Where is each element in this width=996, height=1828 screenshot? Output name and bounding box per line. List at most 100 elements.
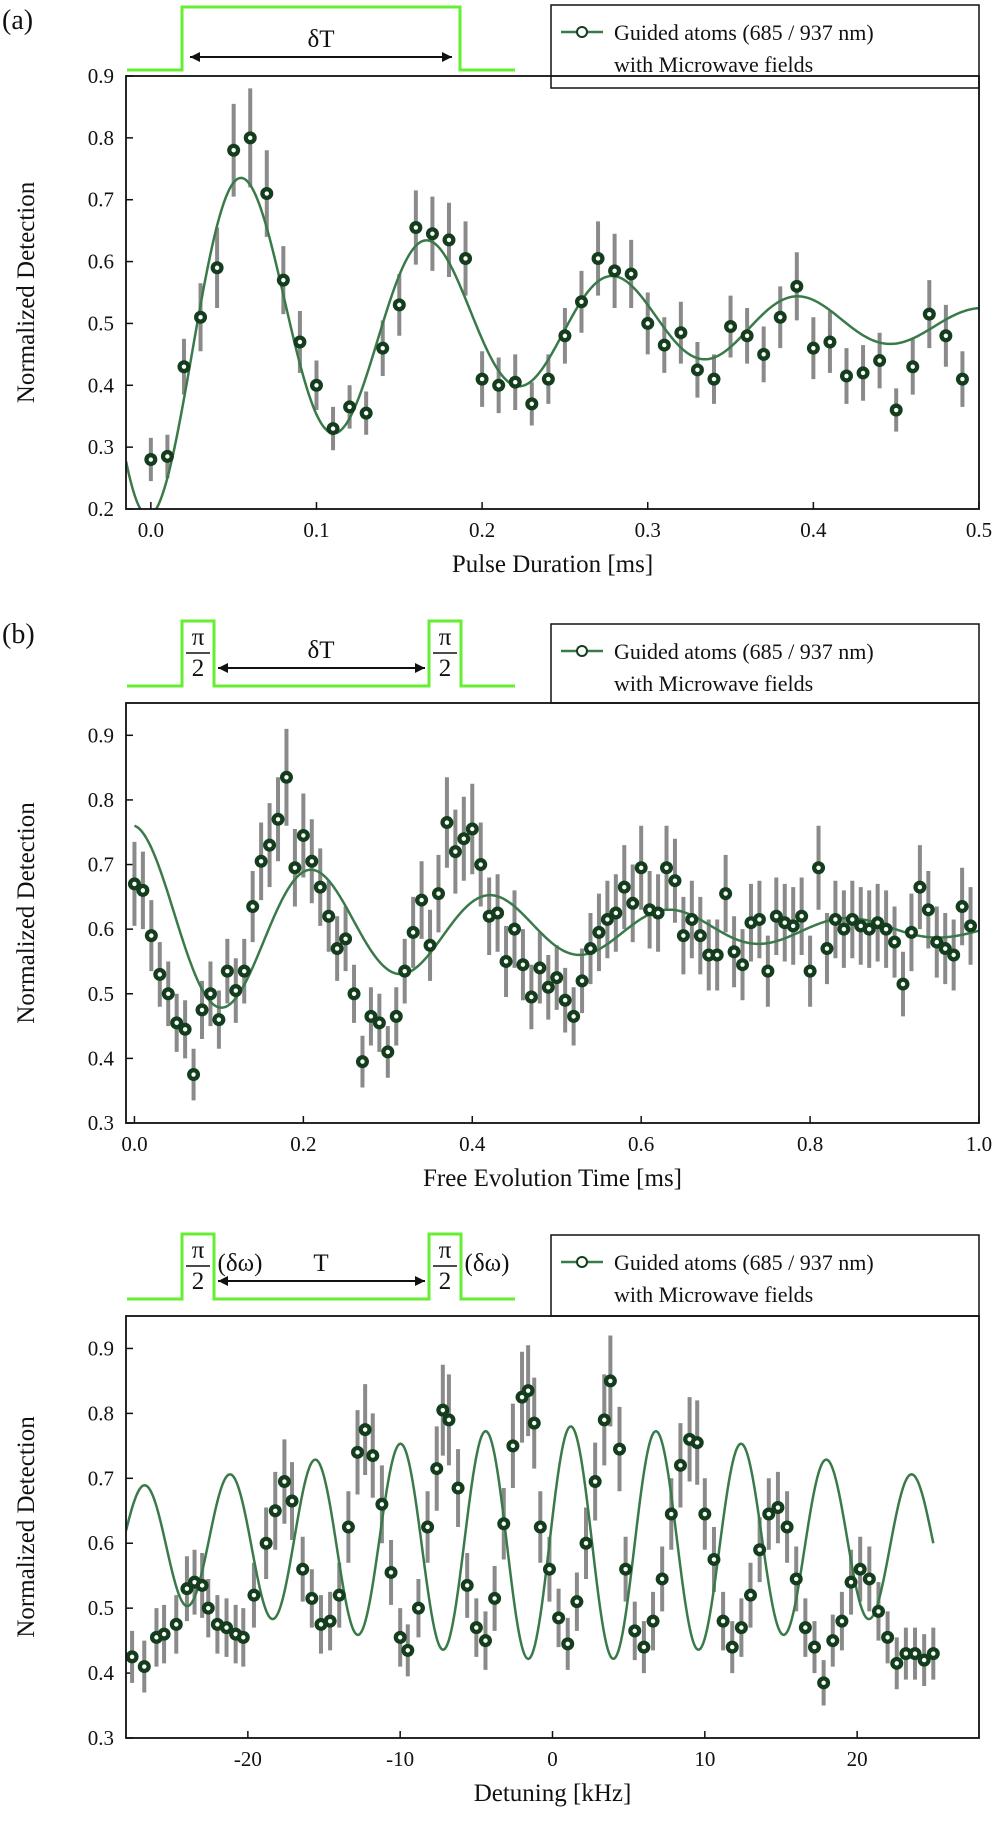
data-point-center: [434, 1466, 439, 1471]
data-point-center: [647, 907, 652, 912]
x-axis-label: Detuning [kHz]: [474, 1780, 632, 1807]
data-point-center: [579, 978, 585, 984]
data-point-center: [258, 859, 264, 864]
data-point-center: [943, 946, 948, 951]
data-point-center: [571, 1014, 576, 1019]
data-point-center: [803, 1625, 808, 1630]
data-point-center: [444, 820, 450, 825]
y-tick-label: 0.4: [88, 1661, 115, 1685]
panel-label: (b): [2, 619, 35, 650]
data-point-center: [774, 914, 779, 919]
data-point-center: [827, 339, 833, 345]
data-point-center: [166, 991, 171, 996]
data-point-center: [492, 1596, 497, 1601]
legend: Guided atoms (685 / 937 nm) with Microwav…: [550, 623, 980, 704]
data-point-center: [556, 1615, 561, 1621]
data-point-center: [532, 1420, 537, 1426]
data-point-center: [761, 352, 766, 357]
pulse-pi-half-left: π2: [186, 624, 210, 682]
data-point-center: [513, 379, 518, 385]
pulse-pi-half-right-numerator: π: [439, 624, 452, 651]
data-point-center: [233, 1631, 238, 1637]
data-point-center: [706, 952, 711, 958]
plot-frame: [125, 702, 980, 1124]
data-point-center: [794, 1576, 799, 1582]
data-point-center: [184, 1586, 190, 1591]
data-point-center: [833, 917, 838, 922]
data-point-center: [174, 1020, 179, 1026]
data-point-center: [678, 330, 684, 335]
data-point-center: [510, 1443, 516, 1449]
data-point-center: [455, 1485, 461, 1491]
data-point-center: [430, 231, 435, 236]
data-point-center: [362, 1427, 368, 1432]
data-point-center: [314, 383, 319, 388]
data-point-center: [292, 865, 298, 870]
data-point-center: [757, 1547, 762, 1552]
data-point-center: [413, 225, 419, 230]
data-point-center: [592, 1479, 598, 1484]
data-point-center: [579, 299, 584, 304]
data-point-center: [883, 926, 889, 932]
data-point-center: [812, 1644, 817, 1650]
data-point-center: [623, 1567, 628, 1572]
x-axis-label: Pulse Duration [ms]: [452, 551, 653, 578]
y-axis-label: Normalized Detection: [13, 802, 40, 1024]
data-point-center: [214, 265, 220, 270]
data-point-center: [875, 920, 880, 925]
data-point-center: [309, 859, 315, 864]
pulse-arrowhead-left: [218, 1276, 228, 1286]
data-point-center: [368, 1014, 374, 1019]
legend-box: [550, 623, 980, 704]
data-point-center: [496, 383, 501, 388]
plot-area: [126, 1335, 940, 1706]
data-point-center: [343, 936, 348, 942]
data-point-center: [275, 817, 281, 822]
x-tick-label: 0.3: [635, 518, 661, 542]
legend-label-line1: Guided atoms (685 / 937 nm): [614, 639, 874, 664]
y-tick-label: 0.7: [88, 188, 114, 212]
data-point-center: [231, 148, 236, 153]
data-point-center: [892, 939, 897, 945]
pulse-label: δT: [307, 26, 334, 53]
y-tick-label: 0.9: [88, 723, 114, 747]
data-point-center: [714, 952, 720, 958]
x-tick-label: 0.4: [800, 518, 827, 542]
data-point-center: [720, 1618, 726, 1624]
data-point-center: [612, 268, 617, 274]
x-tick-label: 0.8: [797, 1132, 823, 1156]
data-point-center: [830, 1638, 835, 1643]
pulse-arrowhead-right: [415, 663, 425, 673]
data-point-center: [281, 277, 286, 283]
pulse-pi-half-right-denominator: 2: [439, 655, 452, 682]
data-point-center: [744, 333, 750, 338]
data-point-center: [943, 333, 949, 338]
data-point-center: [554, 975, 559, 980]
data-point-center: [363, 410, 369, 416]
data-point-center: [903, 1651, 909, 1656]
data-point-center: [385, 1049, 391, 1055]
pulse-pi-half-left-numerator: π: [192, 624, 205, 651]
pulse-pi-half-right: π2: [433, 1237, 457, 1295]
data-point-center: [628, 271, 634, 277]
data-point-center: [909, 930, 914, 935]
data-point-center: [664, 865, 669, 870]
data-point-center: [300, 1567, 305, 1572]
data-point-center: [419, 897, 424, 903]
pulse-pi-half-right-denominator: 2: [439, 1268, 452, 1295]
data-point-center: [148, 457, 154, 462]
data-point-center: [689, 917, 695, 922]
y-tick-label: 0.9: [88, 1336, 114, 1360]
data-point-center: [297, 339, 303, 345]
data-point-center: [824, 946, 830, 951]
data-point-center: [702, 1511, 708, 1517]
y-tick-label: 0.6: [88, 1531, 114, 1555]
data-point-center: [446, 1417, 452, 1423]
data-point-center: [388, 1570, 394, 1575]
data-point-center: [416, 1605, 421, 1611]
y-axis-label: Normalized Detection: [13, 1416, 40, 1638]
data-point-center: [129, 1654, 135, 1660]
